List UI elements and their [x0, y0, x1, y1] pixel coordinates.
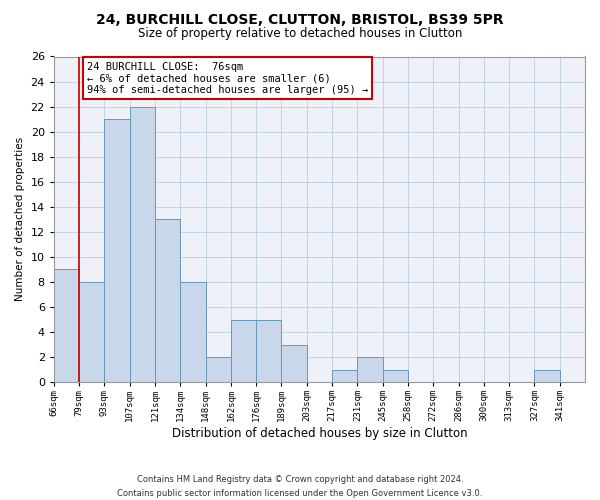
X-axis label: Distribution of detached houses by size in Clutton: Distribution of detached houses by size … [172, 427, 467, 440]
Bar [535, 370, 560, 382]
Bar [79, 282, 104, 382]
Bar [281, 344, 307, 382]
Text: 24 BURCHILL CLOSE:  76sqm
← 6% of detached houses are smaller (6)
94% of semi-de: 24 BURCHILL CLOSE: 76sqm ← 6% of detache… [87, 62, 368, 94]
Text: Size of property relative to detached houses in Clutton: Size of property relative to detached ho… [138, 28, 462, 40]
Bar [155, 220, 181, 382]
Bar [104, 119, 130, 382]
Bar [332, 370, 358, 382]
Bar [130, 106, 155, 382]
Bar [383, 370, 408, 382]
Text: Contains HM Land Registry data © Crown copyright and database right 2024.
Contai: Contains HM Land Registry data © Crown c… [118, 476, 482, 498]
Bar [206, 357, 231, 382]
Bar [256, 320, 281, 382]
Y-axis label: Number of detached properties: Number of detached properties [15, 138, 25, 302]
Text: 24, BURCHILL CLOSE, CLUTTON, BRISTOL, BS39 5PR: 24, BURCHILL CLOSE, CLUTTON, BRISTOL, BS… [96, 12, 504, 26]
Bar [181, 282, 206, 382]
Bar [358, 357, 383, 382]
Bar [231, 320, 256, 382]
Bar [54, 270, 79, 382]
